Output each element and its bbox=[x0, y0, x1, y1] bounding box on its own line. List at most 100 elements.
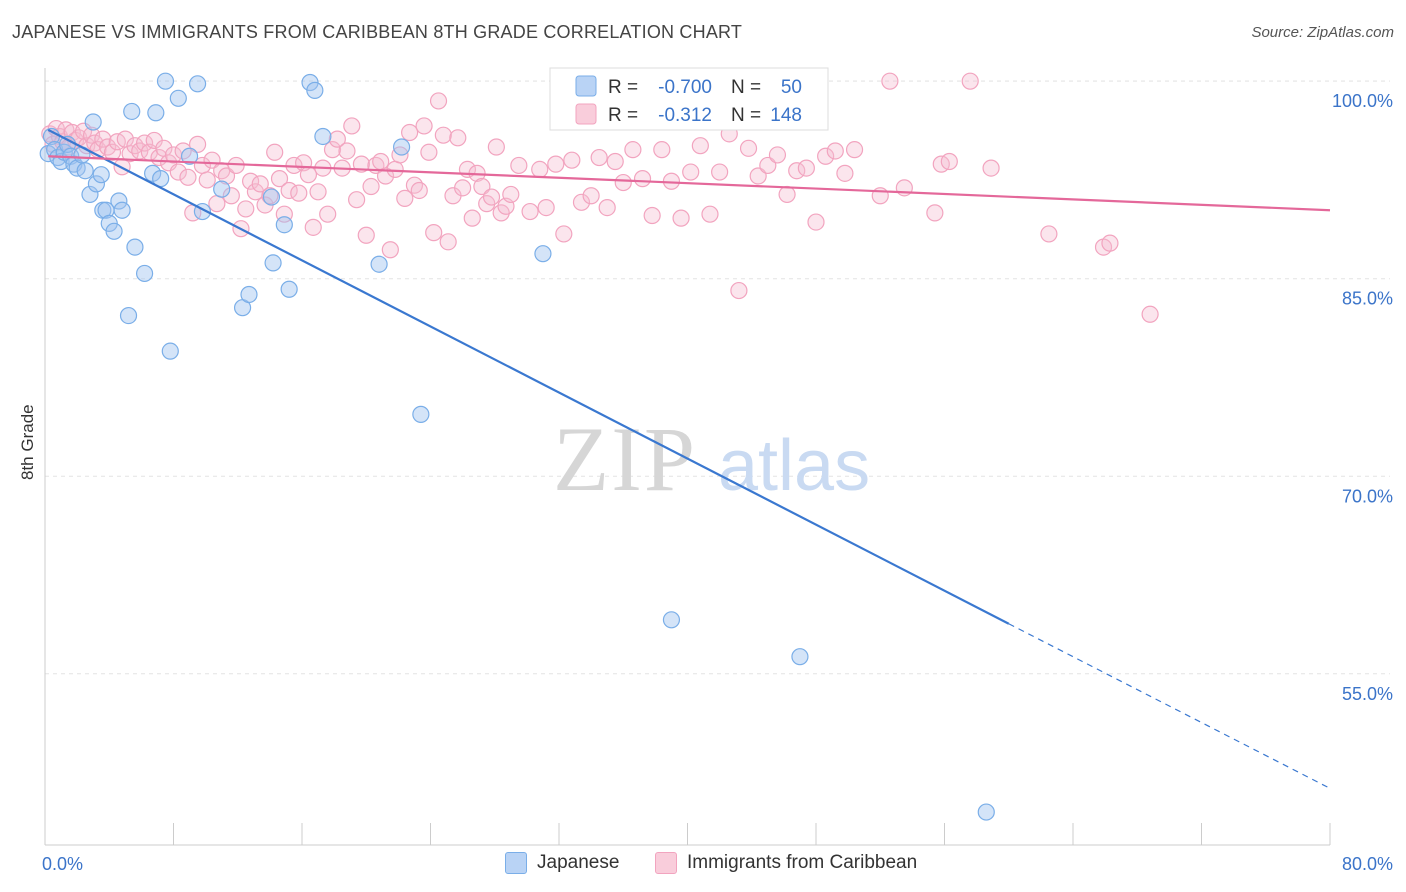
point-caribbean bbox=[449, 129, 467, 147]
point-caribbean bbox=[198, 171, 216, 189]
legend-swatch bbox=[575, 103, 597, 125]
legend-n-label: N = bbox=[731, 77, 761, 98]
point-caribbean bbox=[749, 167, 767, 185]
trend-lines bbox=[47, 128, 1331, 789]
y-tick-label: 100.0% bbox=[1332, 91, 1393, 111]
point-japanese bbox=[275, 216, 293, 234]
point-caribbean bbox=[352, 155, 371, 173]
legend-n-value: 148 bbox=[770, 105, 802, 126]
point-caribbean bbox=[487, 138, 505, 156]
point-caribbean bbox=[179, 168, 197, 186]
point-japanese bbox=[370, 255, 388, 273]
point-caribbean bbox=[598, 198, 616, 217]
watermark-zip: ZIP bbox=[553, 408, 697, 510]
point-caribbean bbox=[454, 179, 472, 197]
point-caribbean bbox=[739, 139, 758, 157]
point-caribbean bbox=[1101, 234, 1119, 252]
point-caribbean bbox=[242, 172, 260, 190]
point-japanese bbox=[161, 342, 179, 360]
point-caribbean bbox=[614, 173, 632, 192]
point-caribbean bbox=[672, 209, 690, 227]
point-caribbean bbox=[881, 72, 899, 90]
point-caribbean bbox=[323, 141, 342, 159]
point-japanese bbox=[392, 138, 411, 156]
point-caribbean bbox=[643, 206, 661, 225]
x-tick-label: 80.0% bbox=[1342, 854, 1393, 874]
x-tick-labels: 0.0% 80.0% bbox=[42, 854, 1393, 874]
point-caribbean bbox=[405, 176, 424, 194]
point-japanese bbox=[126, 238, 144, 256]
point-japanese bbox=[280, 280, 298, 298]
point-japanese bbox=[977, 803, 995, 821]
point-japanese bbox=[534, 245, 552, 263]
y-tick-label: 70.0% bbox=[1342, 486, 1393, 506]
point-caribbean bbox=[768, 146, 787, 164]
y-tick-label: 55.0% bbox=[1342, 684, 1393, 704]
point-caribbean bbox=[425, 224, 443, 242]
point-caribbean bbox=[730, 281, 748, 300]
point-japanese bbox=[87, 175, 106, 193]
point-japanese bbox=[314, 127, 332, 146]
correlation-legend: R = -0.700 N = 50 R = -0.312 N = 148 bbox=[549, 67, 829, 131]
series-legend: Japanese Immigrants from Caribbean bbox=[0, 852, 1406, 878]
point-caribbean bbox=[537, 198, 555, 217]
point-caribbean bbox=[372, 152, 390, 171]
point-caribbean bbox=[338, 142, 356, 160]
chart-title: JAPANESE VS IMMIGRANTS FROM CARIBBEAN 8T… bbox=[12, 22, 743, 42]
point-caribbean bbox=[521, 202, 539, 221]
legend-r-value: -0.700 bbox=[658, 77, 712, 98]
point-caribbean bbox=[982, 159, 1000, 177]
point-caribbean bbox=[606, 152, 624, 171]
point-caribbean bbox=[299, 166, 318, 184]
point-caribbean bbox=[1040, 225, 1058, 243]
point-caribbean bbox=[502, 185, 520, 204]
legend-r-value: -0.312 bbox=[658, 105, 712, 126]
point-japanese bbox=[156, 72, 175, 90]
point-caribbean bbox=[362, 177, 380, 196]
point-japanese bbox=[213, 180, 231, 198]
point-caribbean bbox=[473, 177, 491, 196]
legend-label-japanese: Japanese bbox=[537, 852, 620, 873]
point-caribbean bbox=[926, 204, 944, 222]
trend-line-caribbean bbox=[48, 155, 1331, 212]
point-caribbean bbox=[217, 167, 236, 185]
y-tick-label: 85.0% bbox=[1342, 289, 1393, 309]
point-japanese bbox=[264, 254, 282, 272]
point-caribbean bbox=[328, 130, 346, 148]
point-japanese bbox=[119, 306, 138, 325]
legend-item-caribbean: Immigrants from Caribbean bbox=[655, 852, 917, 874]
point-caribbean bbox=[251, 175, 269, 193]
point-caribbean bbox=[103, 143, 122, 161]
point-japanese bbox=[662, 611, 681, 629]
point-caribbean bbox=[304, 218, 322, 236]
point-japanese bbox=[81, 185, 99, 204]
point-caribbean bbox=[410, 181, 428, 200]
trend-line-japanese bbox=[47, 128, 1010, 625]
point-japanese bbox=[306, 81, 324, 99]
point-caribbean bbox=[188, 135, 207, 153]
legend-swatch-japanese bbox=[505, 852, 527, 874]
point-caribbean bbox=[582, 187, 600, 205]
point-caribbean bbox=[940, 152, 958, 171]
point-caribbean bbox=[759, 156, 777, 175]
point-caribbean bbox=[439, 233, 457, 251]
point-caribbean bbox=[826, 142, 844, 160]
legend-r-label: R = bbox=[608, 77, 638, 98]
point-caribbean bbox=[1141, 305, 1159, 323]
point-caribbean bbox=[807, 213, 825, 231]
point-caribbean bbox=[357, 226, 375, 244]
point-caribbean bbox=[701, 205, 719, 223]
point-caribbean bbox=[682, 163, 700, 181]
point-japanese bbox=[147, 104, 165, 122]
point-caribbean bbox=[531, 160, 549, 179]
point-caribbean bbox=[845, 141, 864, 159]
point-caribbean bbox=[590, 148, 608, 167]
point-caribbean bbox=[429, 92, 448, 110]
point-caribbean bbox=[778, 185, 796, 204]
point-caribbean bbox=[348, 191, 366, 209]
point-caribbean bbox=[817, 147, 835, 165]
legend-r-label: R = bbox=[608, 105, 638, 126]
point-caribbean bbox=[482, 188, 501, 206]
point-caribbean bbox=[309, 183, 327, 201]
point-caribbean bbox=[208, 195, 226, 213]
